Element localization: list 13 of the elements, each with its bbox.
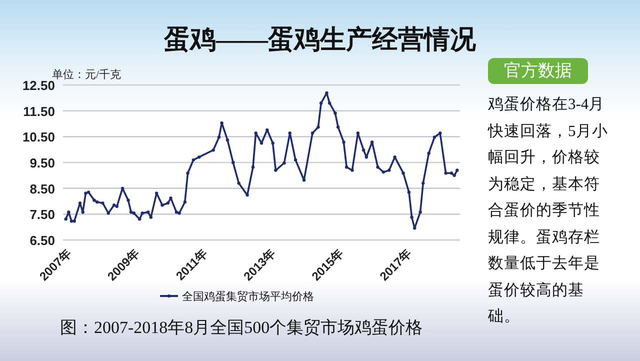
y-tick-label: 9.50 (30, 156, 55, 170)
text: 官方数据 (488, 58, 588, 84)
y-tick-label: 12.50 (22, 78, 55, 93)
y-tick-label: 8.50 (30, 181, 55, 196)
y-axis-title: 单位：元/千克 (52, 68, 122, 81)
y-tick-label: 11.50 (23, 104, 55, 119)
legend-label: 全国鸡蛋集贸市场平均价格 (182, 290, 314, 303)
text: 鸡蛋价格在3-4月快速回落，5月小幅回升，价格较为稳定，基本符合蛋价的季节性规律。蛋鸡存栏数量低于去年是蛋价较高的基础。 (488, 96, 608, 325)
y-tick-label: 7.50 (30, 207, 55, 222)
y-tick-label: 6.50 (30, 233, 55, 248)
chart-title: 蛋鸡——蛋鸡生产经营情况 (163, 24, 477, 56)
text: 图：2007-2018年8月全国500个集贸市场鸡蛋价格 (60, 317, 423, 339)
y-tick-label: 10.50 (22, 130, 55, 145)
